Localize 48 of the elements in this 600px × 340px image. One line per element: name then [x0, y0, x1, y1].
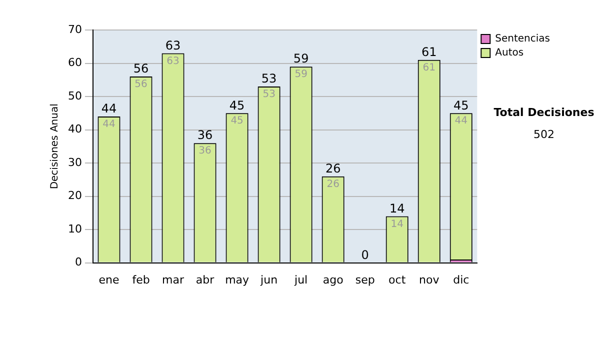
data-label: 26: [326, 178, 340, 190]
total-label: 59: [293, 52, 309, 66]
data-label: 61: [422, 62, 436, 74]
y-tick-label: 60: [68, 56, 82, 70]
data-label: 59: [294, 69, 308, 80]
total-label: 56: [133, 62, 149, 76]
text: 502: [534, 128, 554, 141]
total-label: 14: [389, 201, 405, 216]
total-label: 61: [421, 45, 437, 60]
x-tick-label: jun: [260, 273, 278, 286]
x-tick-label: nov: [419, 273, 440, 286]
data-label: 56: [134, 79, 148, 90]
x-tick-label: sep: [355, 273, 375, 286]
x-tick-label: ago: [322, 273, 344, 286]
total-label: 44: [101, 102, 117, 116]
total-label: 36: [197, 128, 213, 142]
y-axis-title: Decisiones Anual: [50, 104, 61, 190]
x-tick-label: may: [225, 273, 250, 286]
x-tick-label: oct: [388, 273, 406, 286]
x-tick-label: jul: [294, 273, 308, 286]
total-label: 45: [229, 98, 245, 112]
x-tick-label: mar: [162, 273, 184, 286]
y-tick-label: 30: [68, 156, 82, 169]
data-label: 36: [198, 146, 212, 157]
data-label: 63: [166, 56, 180, 67]
total-label: 53: [261, 72, 277, 86]
x-tick-label: abr: [196, 273, 215, 286]
y-tick-label: 10: [68, 222, 82, 236]
legend-label: Sentencias: [495, 34, 550, 45]
total-label: 63: [165, 38, 181, 52]
legend-label: Autos: [495, 48, 524, 59]
data-label: 14: [390, 218, 404, 230]
y-tick-label: 70: [68, 22, 82, 36]
data-label: 45: [230, 116, 244, 127]
y-tick-label: 40: [68, 122, 82, 136]
y-tick-label: 20: [68, 189, 82, 202]
total-label: 0: [361, 248, 369, 262]
x-tick-label: dic: [453, 273, 470, 286]
x-tick-label: ene: [98, 273, 120, 286]
data-label: 53: [262, 89, 276, 100]
text: Total Decisiones: [494, 106, 595, 119]
total-label: 45: [453, 98, 469, 112]
total-label: 26: [325, 161, 341, 176]
y-tick-label: 50: [68, 89, 82, 102]
x-tick-label: feb: [132, 273, 150, 286]
y-tick-label: 0: [74, 256, 82, 269]
data-label: 44: [454, 116, 468, 127]
data-label: 44: [102, 119, 116, 130]
